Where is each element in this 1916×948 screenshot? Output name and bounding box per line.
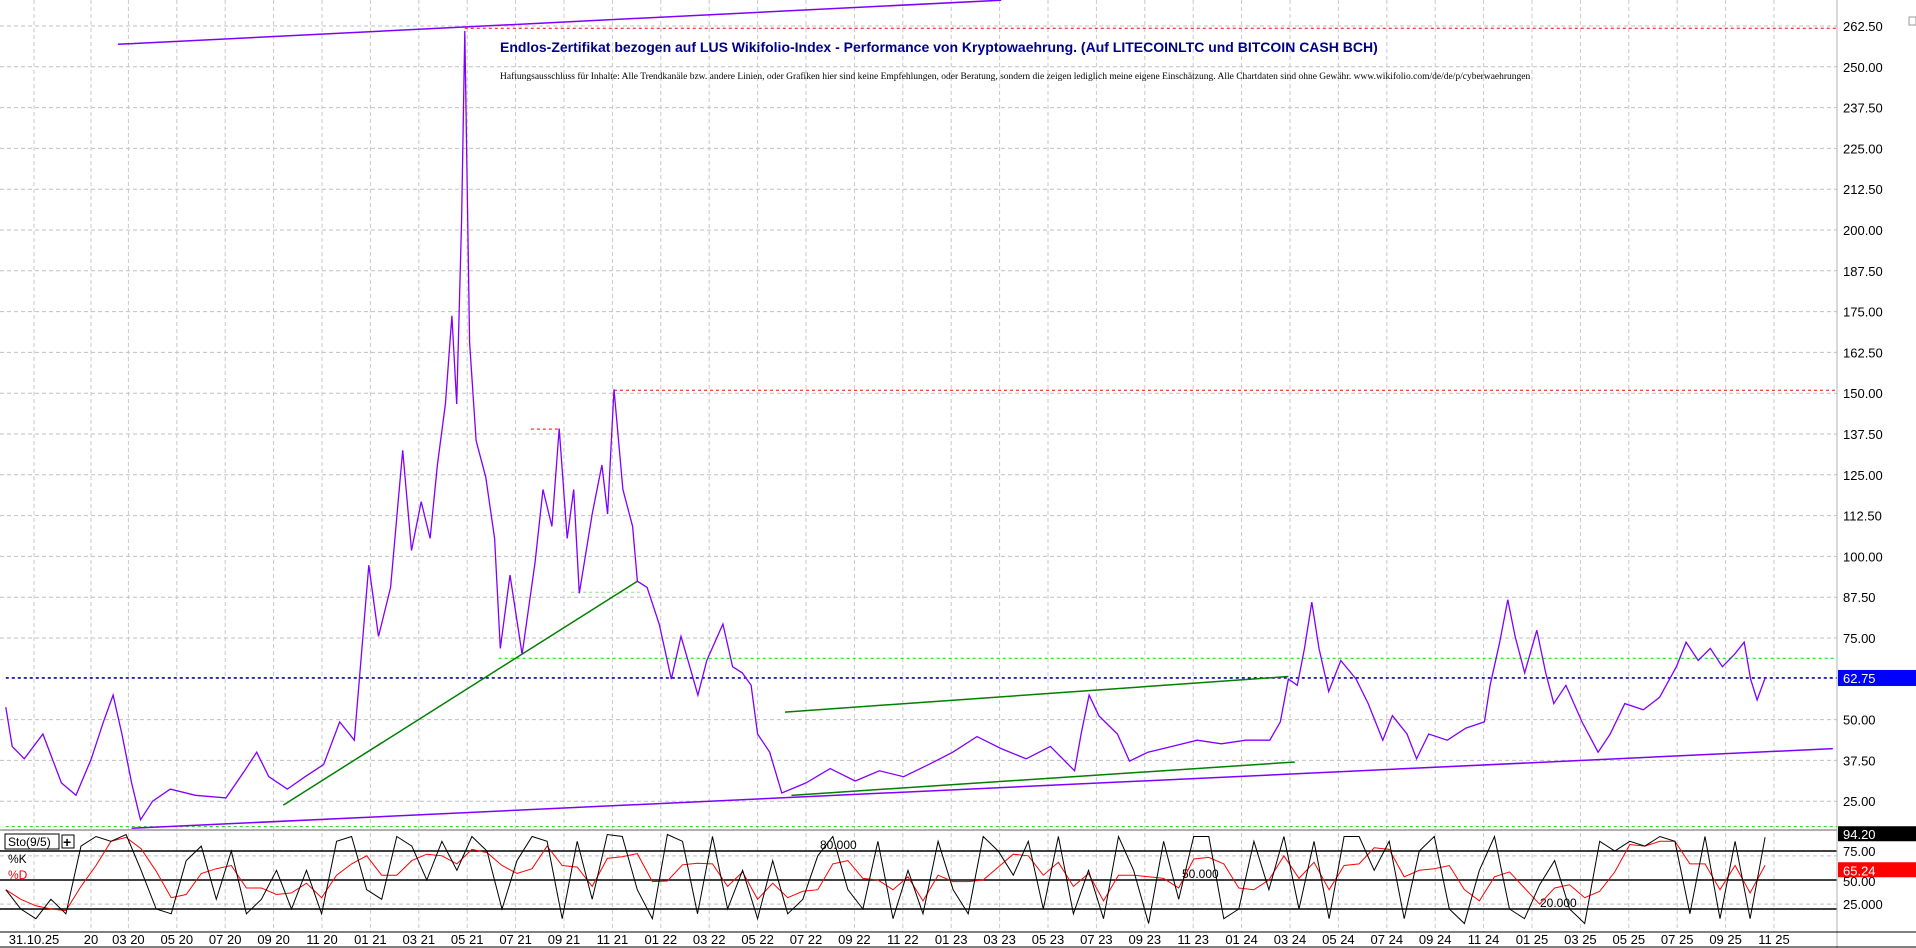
y-tick-label: 87.50 [1843,590,1876,605]
last-d-badge [1838,862,1916,878]
x-tick-label: 05 21 [451,932,484,947]
x-tick-label: 05 24 [1322,932,1355,947]
x-tick-label: 09 23 [1129,932,1162,947]
x-tick-label: 03 21 [403,932,436,947]
x-tick-label: 07 22 [790,932,823,947]
y-tick-label: 212.50 [1843,182,1883,197]
stoch-d-line [5,836,1766,912]
y-tick-label: 187.50 [1843,264,1883,279]
stoch-level-label: 20.000 [1540,896,1577,910]
x-tick-label: 09 24 [1419,932,1452,947]
stochastic-panel: 80.000 50.000 20.000 [0,833,1837,925]
trend-line [784,675,1289,713]
x-tick-label: 09 21 [548,932,581,947]
x-tick-label: 01 23 [935,932,968,947]
stoch-k-line [5,833,1766,925]
price-line [5,30,1766,822]
trend-line [282,580,638,806]
last-k-label: 94.20 [1843,827,1876,842]
indicator-label[interactable]: Sto(9/5) [4,833,60,850]
x-tick-label: 03 23 [983,932,1016,947]
k-legend: %K [8,852,27,866]
d-legend: %D [8,868,28,882]
x-tick-label: 11 20 [306,932,338,947]
y-tick-label: 262.50 [1843,19,1883,34]
y-tick-label: 37.50 [1843,753,1876,768]
last-price-label: 62.75 [1843,671,1876,686]
stoch-tick-label: 50.00 [1843,874,1876,889]
stoch-tick-label: 25.000 [1843,897,1883,912]
y-tick-label: 225.00 [1843,141,1883,156]
y-tick-label: 75.00 [1843,631,1876,646]
y-tick-label: 150.00 [1843,386,1883,401]
x-tick-label: 09 22 [838,932,871,947]
x-tick-label: 07 21 [499,932,532,947]
y-tick-label: 50.00 [1843,713,1876,728]
y-tick-label: 237.50 [1843,101,1883,116]
y-tick-label: 125.00 [1843,468,1883,483]
add-indicator-button[interactable]: + [61,834,75,850]
x-tick-label: 09 25 [1709,932,1742,947]
x-tick-label: 09 20 [257,932,290,947]
x-tick-label: 11 22 [887,932,919,947]
stoch-level-label: 80.000 [820,838,857,852]
stoch-tick-label: 75.00 [1843,844,1876,859]
collapse-button[interactable] [1908,16,1916,26]
x-tick-label: 11 21 [597,932,629,947]
y-tick-label: 162.50 [1843,345,1883,360]
y-tick-label: 137.50 [1843,427,1883,442]
trend-lines [117,0,1833,830]
x-tick-label: 05 22 [741,932,774,947]
x-tick-label: 03 20 [112,932,145,947]
y-tick-label: 25.00 [1843,794,1876,809]
x-tick-label: 20 [84,932,98,947]
last-price-badge [1838,669,1916,686]
trend-line [791,761,1295,797]
x-tick-label: 01 21 [354,932,387,947]
price-series [5,30,1766,822]
trend-line [117,0,1002,46]
trend-line [131,747,1833,830]
last-k-badge [1838,826,1916,842]
last-d-label: 65.24 [1843,863,1876,878]
x-tick-label: 03 24 [1274,932,1307,947]
x-tick-label: 11 23 [1177,932,1209,947]
y-tick-label: 250.00 [1843,60,1883,75]
x-tick-label: 05 25 [1613,932,1646,947]
y-tick-label: 175.00 [1843,305,1883,320]
x-tick-label: 03 25 [1564,932,1597,947]
chart-subtitle: Haftungsausschluss für Inhalte: Alle Tre… [500,71,1531,82]
y-tick-label: 200.00 [1843,223,1883,238]
x-tick-label: 01 24 [1225,932,1258,947]
y-tick-label: 100.00 [1843,549,1883,564]
x-tick-label: 11 24 [1468,932,1500,947]
x-tick-label: 11 25 [1758,932,1790,947]
x-tick-label: 01 22 [645,932,678,947]
x-tick-label: 07 24 [1371,932,1404,947]
plus-icon: + [63,834,71,850]
x-tick-label: 05 23 [1032,932,1065,947]
chart-title: Endlos-Zertifikat bezogen auf LUS Wikifo… [500,39,1378,55]
x-tick-label: 07 25 [1661,932,1694,947]
horizontal-levels [5,27,1837,828]
x-tick-label: 07 23 [1080,932,1113,947]
x-tick-label: 07 20 [209,932,242,947]
stochastic-title: Sto(9/5) [8,835,51,849]
stoch-level-label: 50.000 [1182,867,1219,881]
x-tick-label: 03 22 [693,932,726,947]
x-tick-label: 31.10.25 [9,932,60,947]
x-tick-label: 05 20 [161,932,194,947]
x-tick-label: 01 25 [1516,932,1549,947]
y-tick-label: 112.50 [1843,509,1882,524]
